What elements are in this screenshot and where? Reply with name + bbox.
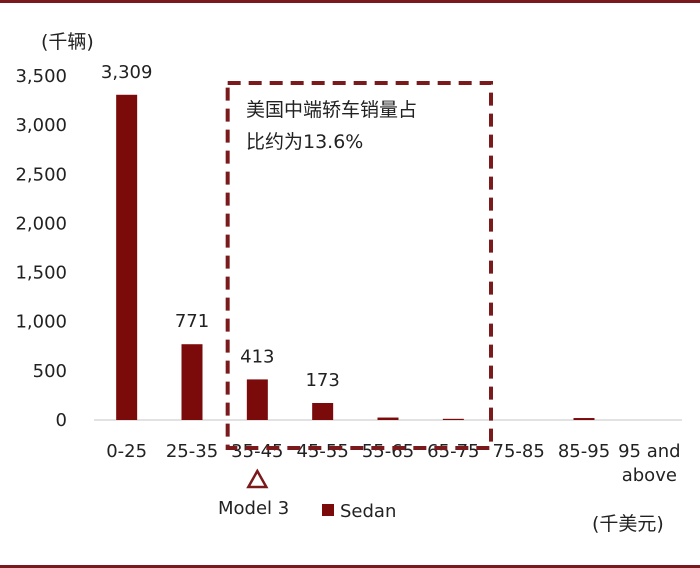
y-tick-label: 0 bbox=[56, 410, 67, 431]
data-label: 413 bbox=[240, 346, 274, 367]
x-tick-label: 25-35 bbox=[166, 441, 218, 462]
y-tick-label: 2,000 bbox=[15, 213, 67, 234]
bottom-border-line bbox=[0, 565, 700, 568]
x-tick-label: 0-25 bbox=[106, 441, 147, 462]
bar-55-65 bbox=[377, 417, 399, 420]
y-axis-unit: (千辆) bbox=[41, 31, 94, 53]
x-tick-label: 45-55 bbox=[297, 441, 349, 462]
highlight-box bbox=[225, 81, 494, 450]
x-tick-label: 75-85 bbox=[493, 441, 545, 462]
legend-swatch-sedan bbox=[322, 504, 334, 516]
model3-triangle-marker bbox=[246, 468, 269, 489]
x-tick-label: 65-75 bbox=[427, 441, 479, 462]
data-label: 173 bbox=[305, 370, 339, 391]
bar-35-45 bbox=[246, 379, 268, 420]
x-tick-label: 55-65 bbox=[362, 441, 414, 462]
x-tick-label: 35-45 bbox=[231, 441, 283, 462]
y-axis-ticks: 0 500 1,000 1,500 2,000 2,500 3,000 3,500 bbox=[15, 66, 67, 431]
x-axis-unit: (千美元) bbox=[592, 513, 664, 535]
y-tick-label: 3,500 bbox=[15, 66, 67, 87]
bar-0-25 bbox=[116, 94, 138, 420]
top-border-line bbox=[0, 0, 700, 3]
highlight-annotation-line-1: 美国中端轿车销量占 bbox=[246, 99, 417, 121]
bar-25-35 bbox=[181, 344, 203, 420]
y-tick-label: 1,500 bbox=[15, 263, 67, 284]
y-tick-label: 1,000 bbox=[15, 312, 67, 333]
x-tick-label: 95 and above bbox=[618, 441, 681, 486]
bar-85-95 bbox=[573, 418, 595, 420]
data-label: 771 bbox=[175, 311, 209, 332]
bars bbox=[116, 94, 595, 420]
y-tick-label: 3,000 bbox=[15, 115, 67, 136]
legend-label-sedan: Sedan bbox=[340, 501, 396, 522]
bar-65-75 bbox=[442, 418, 464, 420]
data-labels: 3,309 771 413 173 bbox=[101, 62, 340, 391]
highlight-annotation-line-2: 比约为13.6% bbox=[246, 131, 363, 153]
bar-45-55 bbox=[312, 402, 334, 420]
x-tick-label: 85-95 bbox=[558, 441, 610, 462]
data-label: 3,309 bbox=[101, 62, 153, 83]
y-tick-label: 2,500 bbox=[15, 164, 67, 185]
y-tick-label: 500 bbox=[33, 361, 67, 382]
model3-label: Model 3 bbox=[218, 498, 289, 519]
